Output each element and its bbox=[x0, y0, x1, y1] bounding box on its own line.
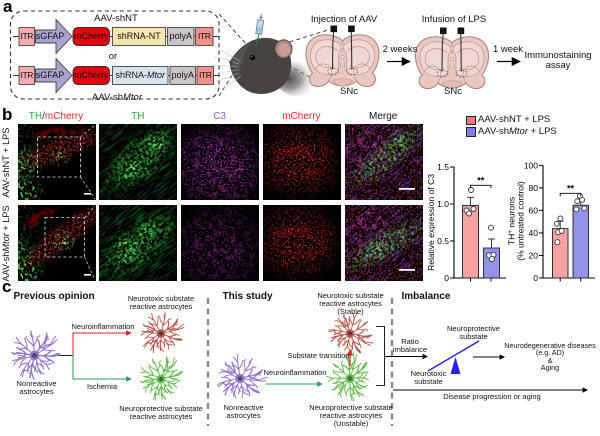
svg-text:0: 0 bbox=[533, 273, 538, 283]
svg-text:40: 40 bbox=[529, 228, 539, 238]
svg-text:TH+ neurons: TH+ neurons bbox=[507, 197, 517, 245]
svg-text:0.5: 0.5 bbox=[437, 236, 449, 246]
svg-text:**: ** bbox=[477, 176, 485, 186]
svg-text:60: 60 bbox=[529, 205, 539, 215]
svg-text:(% untreated control): (% untreated control) bbox=[516, 181, 526, 261]
svg-text:**: ** bbox=[567, 184, 575, 194]
svg-text:20: 20 bbox=[529, 251, 539, 261]
svg-text:1.5: 1.5 bbox=[437, 162, 449, 172]
svg-text:0: 0 bbox=[444, 273, 449, 283]
svg-text:Relative expression of C3: Relative expression of C3 bbox=[426, 174, 436, 271]
svg-text:1.0: 1.0 bbox=[437, 199, 449, 209]
svg-text:100: 100 bbox=[524, 160, 538, 170]
svg-text:80: 80 bbox=[529, 183, 539, 193]
